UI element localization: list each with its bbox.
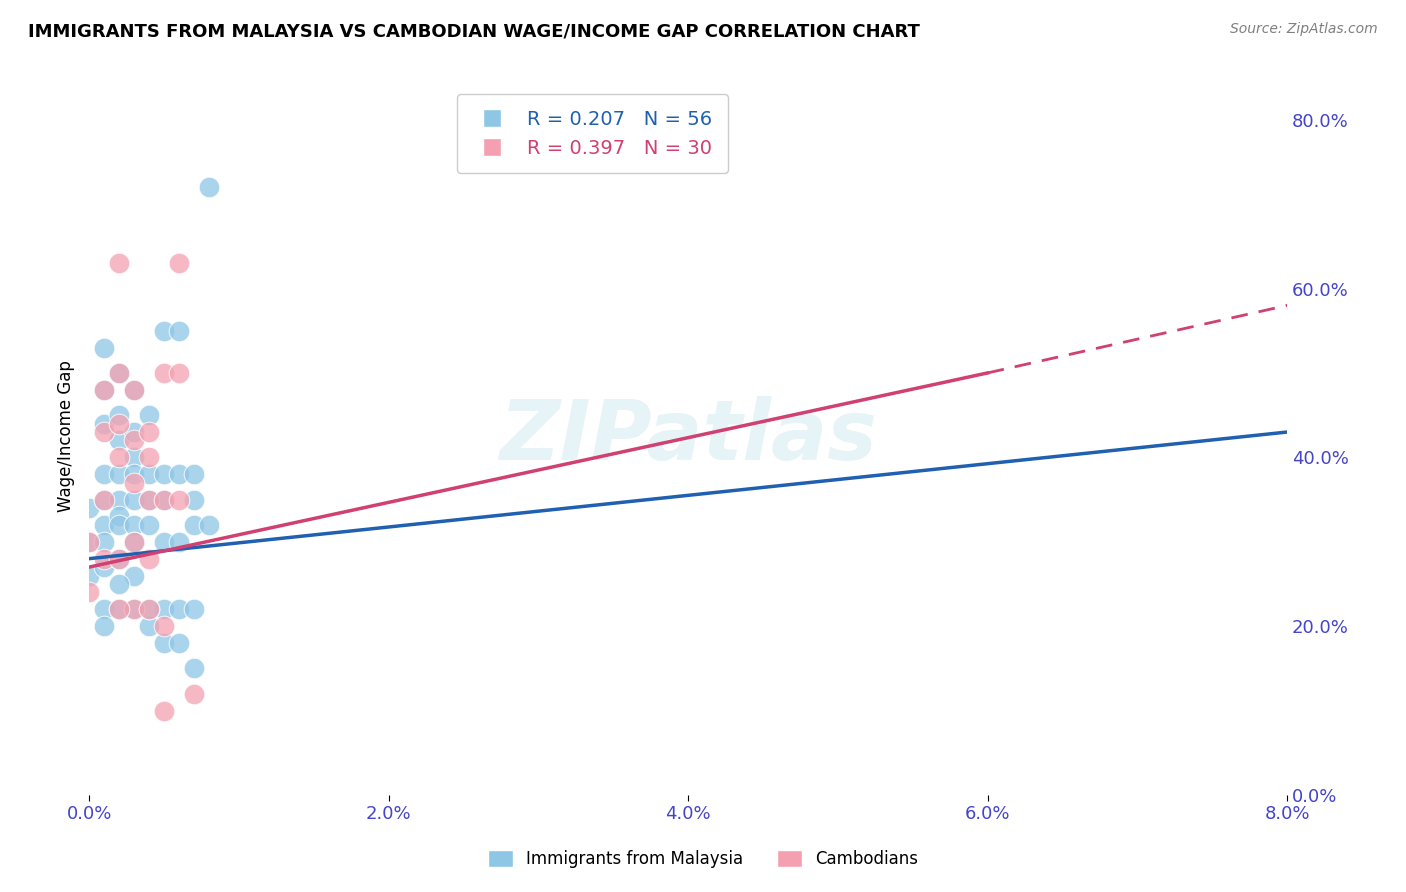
Text: IMMIGRANTS FROM MALAYSIA VS CAMBODIAN WAGE/INCOME GAP CORRELATION CHART: IMMIGRANTS FROM MALAYSIA VS CAMBODIAN WA… (28, 22, 920, 40)
Point (93, 425, 115, 439)
Point (108, 417, 131, 431)
Point (77, 534, 100, 549)
Point (108, 492, 131, 507)
Point (122, 434, 145, 448)
Point (108, 551, 131, 566)
Point (138, 492, 160, 507)
Point (122, 602, 145, 616)
Point (198, 517, 221, 532)
Point (108, 602, 131, 616)
Point (122, 534, 145, 549)
Point (108, 366, 131, 380)
Point (108, 434, 131, 448)
Point (93, 492, 115, 507)
Point (93, 341, 115, 355)
Point (183, 492, 205, 507)
Point (93, 619, 115, 633)
Point (153, 704, 176, 718)
Point (93, 534, 115, 549)
Point (93, 417, 115, 431)
Point (183, 687, 205, 701)
Point (122, 602, 145, 616)
Point (138, 602, 160, 616)
Point (138, 408, 160, 422)
Point (198, 180, 221, 194)
Point (138, 619, 160, 633)
Point (138, 517, 160, 532)
Point (93, 560, 115, 574)
Point (167, 492, 190, 507)
Point (138, 551, 160, 566)
Point (153, 619, 176, 633)
Point (167, 534, 190, 549)
Point (167, 366, 190, 380)
Point (108, 467, 131, 482)
Point (167, 636, 190, 650)
Point (77, 501, 100, 516)
Point (122, 450, 145, 465)
Point (77, 534, 100, 549)
Point (93, 383, 115, 397)
Point (108, 517, 131, 532)
Text: Source: ZipAtlas.com: Source: ZipAtlas.com (1230, 22, 1378, 37)
Point (153, 492, 176, 507)
Point (183, 661, 205, 675)
Point (93, 492, 115, 507)
Point (77, 585, 100, 599)
Point (167, 602, 190, 616)
Point (93, 467, 115, 482)
Point (122, 517, 145, 532)
Point (138, 492, 160, 507)
Text: ZIPatlas: ZIPatlas (499, 396, 877, 476)
Point (138, 425, 160, 439)
Point (138, 450, 160, 465)
Point (122, 475, 145, 490)
Point (183, 467, 205, 482)
Point (122, 425, 145, 439)
Point (122, 383, 145, 397)
Point (183, 517, 205, 532)
Point (108, 577, 131, 591)
Point (93, 602, 115, 616)
Point (167, 467, 190, 482)
Point (108, 602, 131, 616)
Point (93, 551, 115, 566)
Point (153, 602, 176, 616)
Point (108, 551, 131, 566)
Point (122, 383, 145, 397)
Point (108, 366, 131, 380)
Point (122, 492, 145, 507)
Point (122, 467, 145, 482)
Point (93, 383, 115, 397)
Point (153, 324, 176, 338)
Point (153, 366, 176, 380)
Legend: R = 0.207   N = 56, R = 0.397   N = 30: R = 0.207 N = 56, R = 0.397 N = 30 (457, 95, 727, 173)
Legend: Immigrants from Malaysia, Cambodians: Immigrants from Malaysia, Cambodians (481, 843, 925, 875)
Point (153, 492, 176, 507)
Point (183, 602, 205, 616)
Point (108, 509, 131, 524)
Point (93, 517, 115, 532)
Y-axis label: Wage/Income Gap: Wage/Income Gap (58, 360, 75, 512)
Point (153, 636, 176, 650)
Point (122, 568, 145, 582)
Point (167, 256, 190, 270)
Point (153, 534, 176, 549)
Point (122, 534, 145, 549)
Point (138, 602, 160, 616)
Point (108, 450, 131, 465)
Point (138, 467, 160, 482)
Point (153, 467, 176, 482)
Point (108, 256, 131, 270)
Point (77, 568, 100, 582)
Point (167, 324, 190, 338)
Point (108, 408, 131, 422)
